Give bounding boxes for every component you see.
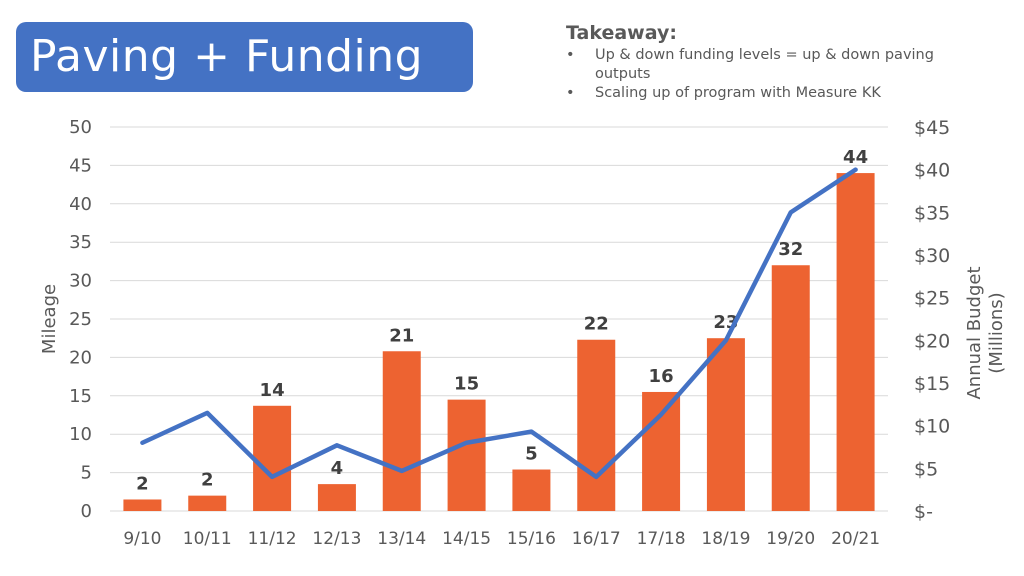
takeaway-bullet: Scaling up of program with Measure KK	[566, 84, 975, 103]
page-title: Paving + Funding	[30, 31, 424, 82]
bar	[188, 495, 227, 511]
y2-tick-label: $-	[914, 501, 933, 523]
data-label: 5	[525, 444, 538, 465]
x-tick-label: 19/20	[766, 529, 815, 549]
y-tick-label: 0	[81, 501, 92, 522]
data-label: 32	[778, 239, 803, 260]
budget-line	[140, 167, 858, 480]
bar	[706, 338, 745, 511]
bar	[577, 339, 616, 511]
x-tick-label: 12/13	[312, 529, 361, 549]
bar	[836, 173, 875, 511]
y-tick-label: 5	[81, 463, 92, 484]
y2-tick-label: $5	[914, 458, 938, 480]
y2-tick-label: $15	[914, 373, 950, 395]
x-tick-label: 15/16	[507, 529, 556, 549]
takeaway-box: Takeaway: Up & down funding levels = up …	[566, 22, 975, 103]
data-label: 16	[649, 366, 674, 387]
bar	[317, 484, 356, 511]
y2-tick-label: $25	[914, 288, 950, 310]
data-label: 14	[260, 380, 285, 401]
data-label: 2	[136, 473, 149, 494]
takeaway-bullet: Up & down funding levels = up & down pav…	[566, 46, 975, 84]
data-label: 21	[389, 325, 414, 346]
y2-tick-label: $40	[914, 160, 950, 182]
x-tick-label: 11/12	[248, 529, 297, 549]
x-tick-label: 10/11	[183, 529, 232, 549]
x-tick-label: 9/10	[123, 529, 161, 549]
x-tick-label: 20/21	[831, 529, 880, 549]
y-tick-label: 25	[69, 309, 92, 330]
y-tick-label: 20	[69, 347, 92, 368]
bar	[253, 405, 292, 511]
y-axis-label: Mileage	[39, 284, 60, 354]
y-tick-label: 30	[69, 271, 92, 292]
y2-tick-label: $30	[914, 245, 950, 267]
y2-tick-label: $35	[914, 202, 950, 224]
bar	[123, 499, 162, 511]
y2-tick-label: $20	[914, 330, 950, 352]
title-banner: Paving + Funding	[16, 22, 473, 92]
y-tick-label: 50	[69, 117, 92, 138]
y-tick-label: 40	[69, 194, 92, 215]
takeaway-list: Up & down funding levels = up & down pav…	[566, 46, 975, 103]
y2-tick-label: $45	[914, 117, 950, 139]
y2-axis-label: Annual Budget	[964, 266, 985, 399]
x-tick-label: 13/14	[377, 529, 426, 549]
takeaway-heading: Takeaway:	[566, 22, 677, 44]
data-label: 4	[331, 458, 344, 479]
data-label: 22	[584, 314, 609, 335]
y2-tick-label: $10	[914, 416, 950, 438]
x-tick-label: 17/18	[637, 529, 686, 549]
data-label: 15	[454, 374, 479, 395]
data-label: 2	[201, 470, 214, 491]
data-label: 44	[843, 147, 868, 168]
bar	[382, 351, 421, 511]
y2-axis-label: (Millions)	[986, 292, 1007, 373]
bar	[771, 265, 810, 511]
y-tick-label: 15	[69, 386, 92, 407]
x-tick-label: 18/19	[701, 529, 750, 549]
bar	[512, 469, 551, 511]
y-tick-label: 45	[69, 155, 92, 176]
bar	[447, 399, 486, 511]
y-tick-label: 10	[69, 424, 92, 445]
x-tick-label: 14/15	[442, 529, 491, 549]
bar	[642, 391, 681, 511]
y-tick-label: 35	[69, 232, 92, 253]
x-tick-label: 16/17	[572, 529, 621, 549]
